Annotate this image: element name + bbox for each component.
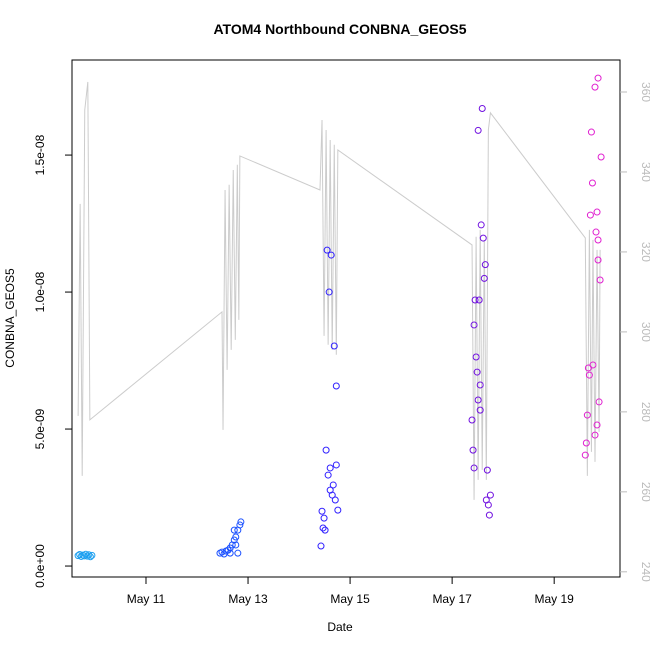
y-tick-label: 1.5e-08: [33, 134, 47, 175]
x-tick-label: May 17: [432, 592, 472, 606]
point: [479, 234, 487, 242]
plot-frame: [71, 59, 621, 578]
x-axis-label: Date: [327, 620, 353, 634]
point: [318, 507, 326, 515]
point: [470, 464, 478, 472]
point: [474, 126, 482, 134]
point: [331, 496, 339, 504]
point: [586, 211, 594, 219]
line-series: [77, 81, 601, 500]
y2-tick-label: 340: [639, 162, 650, 182]
point: [475, 296, 483, 304]
point: [596, 276, 604, 284]
point: [321, 526, 329, 534]
point: [232, 541, 240, 549]
y2-tick-label: 360: [639, 82, 650, 102]
point: [330, 342, 338, 350]
point: [481, 261, 489, 269]
point: [468, 416, 476, 424]
point: [236, 521, 244, 529]
point: [581, 451, 589, 459]
point: [477, 221, 485, 229]
point: [470, 321, 478, 329]
chart-title: ATOM4 Northbound CONBNA_GEOS5: [213, 21, 466, 37]
point: [234, 549, 242, 557]
point: [484, 501, 492, 509]
point: [486, 491, 494, 499]
point: [582, 439, 590, 447]
point: [218, 548, 226, 556]
point: [485, 511, 493, 519]
point: [474, 396, 482, 404]
point: [83, 552, 91, 560]
point: [592, 228, 600, 236]
point: [472, 353, 480, 361]
point: [588, 179, 596, 187]
point: [591, 431, 599, 439]
x-tick-label: May 15: [330, 592, 370, 606]
point: [469, 446, 477, 454]
point: [594, 256, 602, 264]
point: [329, 481, 337, 489]
point: [591, 83, 599, 91]
x-tick-label: May 11: [127, 592, 166, 606]
point: [226, 549, 234, 557]
point: [593, 421, 601, 429]
point: [480, 274, 488, 282]
point: [471, 296, 479, 304]
y-axis-label: CONBNA_GEOS5: [3, 268, 17, 368]
point: [478, 104, 486, 112]
point: [320, 514, 328, 522]
y2-tick-label: 320: [639, 242, 650, 262]
point: [324, 471, 332, 479]
point: [585, 371, 593, 379]
point: [85, 551, 93, 559]
y-tick-label: 5.0e-09: [33, 408, 47, 449]
x-tick-label: May 19: [534, 592, 574, 606]
y-tick-label: 1.0e-08: [33, 271, 47, 312]
point: [232, 533, 240, 541]
x-tick-label: May 13: [228, 592, 268, 606]
point: [317, 542, 325, 550]
point: [319, 524, 327, 532]
point: [237, 518, 245, 526]
y2-tick-label: 300: [639, 322, 650, 342]
point: [334, 506, 342, 514]
point: [323, 246, 331, 254]
point: [327, 251, 335, 259]
point: [326, 486, 334, 494]
point: [230, 526, 238, 534]
y2-tick-label: 280: [639, 402, 650, 422]
point: [322, 446, 330, 454]
point: [594, 236, 602, 244]
point: [587, 128, 595, 136]
point: [483, 466, 491, 474]
point: [594, 74, 602, 82]
point: [88, 551, 96, 559]
y2-tick-label: 240: [639, 562, 650, 582]
point: [473, 368, 481, 376]
y2-tick-label: 260: [639, 482, 650, 502]
point: [86, 553, 94, 561]
y-tick-label: 0.0e+00: [33, 544, 47, 588]
point: [583, 411, 591, 419]
point: [332, 461, 340, 469]
point: [332, 382, 340, 390]
point: [476, 406, 484, 414]
point: [325, 288, 333, 296]
point: [595, 398, 603, 406]
point: [593, 208, 601, 216]
point: [589, 361, 597, 369]
point: [597, 153, 605, 161]
point: [476, 381, 484, 389]
point: [326, 464, 334, 472]
